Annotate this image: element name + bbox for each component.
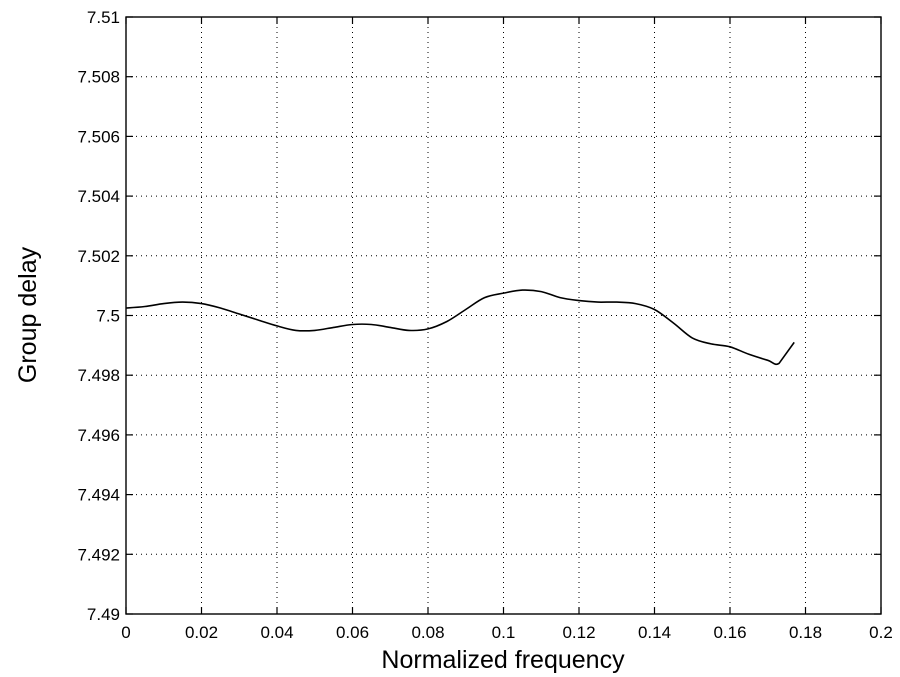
y-tick-label: 7.498 — [77, 366, 120, 385]
x-tick-label: 0.16 — [713, 623, 746, 642]
y-tick-labels: 7.49 7.492 7.494 7.496 7.498 7.5 7.502 7.504 7.5… — [77, 8, 120, 624]
y-tick-label: 7.492 — [77, 545, 120, 564]
y-tick-label: 7.496 — [77, 426, 120, 445]
y-tick-label: 7.506 — [77, 127, 120, 146]
y-axis-title: Group delay — [14, 246, 42, 383]
x-tick-label: 0.1 — [492, 623, 516, 642]
y-tick-label: 7.508 — [77, 68, 120, 87]
ticks — [125, 16, 882, 615]
y-tick-label: 7.502 — [77, 247, 120, 266]
grid — [126, 17, 881, 614]
x-tick-label: 0.12 — [562, 623, 595, 642]
x-tick-label: 0.2 — [869, 623, 893, 642]
plot-frame — [125, 16, 882, 615]
x-tick-labels: 0 0.02 0.04 0.06 0.08 0.1 0.12 0.14 0.16 0.18 0.2 — [121, 623, 893, 642]
x-tick-label: 0.06 — [336, 623, 369, 642]
series-line-group-delay — [125, 289, 795, 366]
x-tick-label: 0.02 — [185, 623, 218, 642]
y-tick-label: 7.5 — [96, 307, 120, 326]
x-tick-label: 0.04 — [260, 623, 293, 642]
y-tick-label: 7.494 — [77, 486, 120, 505]
x-tick-label: 0.14 — [638, 623, 671, 642]
x-tick-label: 0.08 — [411, 623, 444, 642]
y-tick-label: 7.49 — [87, 605, 120, 624]
y-tick-label: 7.504 — [77, 187, 120, 206]
x-tick-label: 0 — [121, 623, 130, 642]
y-tick-label: 7.51 — [87, 8, 120, 27]
x-axis-title: Normalized frequency — [381, 646, 625, 674]
x-tick-label: 0.18 — [789, 623, 822, 642]
